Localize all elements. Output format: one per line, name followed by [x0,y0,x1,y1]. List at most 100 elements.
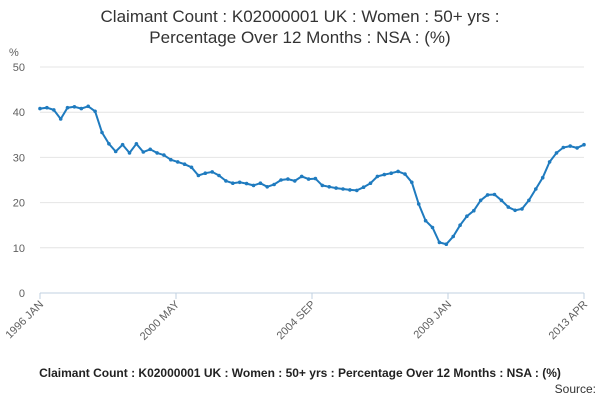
data-point [382,172,387,177]
data-point [368,181,373,185]
data-point [416,202,421,206]
x-axis-ticks: 1996 JAN 2000 MAY 2004 SEP 2009 JAN 2013 APR [3,293,590,343]
data-point [506,205,511,209]
data-point [306,177,311,181]
data-point [582,142,586,147]
series-points [38,104,586,246]
data-point [313,176,318,181]
data-point [79,106,84,111]
data-point [38,106,42,111]
data-point [65,105,70,110]
y-axis-label: % [9,47,19,59]
data-point [375,174,380,179]
data-point [217,173,221,178]
data-point [72,105,77,109]
data-point [244,181,249,186]
data-point [355,188,359,193]
data-point [499,198,504,203]
data-point [575,146,579,150]
data-point [458,223,462,227]
data-point [182,162,187,166]
data-point [107,142,111,146]
x-tick-label: 2004 SEP [275,299,319,343]
data-point [389,171,394,175]
data-point [361,185,366,189]
data-point [554,151,559,155]
data-point [52,108,56,112]
series-line [39,105,585,246]
x-tick-label: 2013 APR [547,299,591,343]
chart-title: Claimant Count : K02000001 UK : Women : … [0,6,600,48]
gridlines [40,66,584,249]
y-tick-label: 0 [19,288,25,300]
data-point [100,130,104,135]
data-point [265,185,270,189]
y-tick-label: 20 [13,198,25,210]
data-point [203,171,208,175]
y-tick-label: 40 [13,107,25,119]
x-tick-label: 2000 MAY [138,298,183,343]
data-point [286,177,290,181]
y-axis-ticks: 0 10 20 30 40 50 [13,62,25,300]
data-point [403,172,407,176]
data-point [196,173,201,178]
data-point [148,147,152,152]
data-point [127,151,132,155]
data-point [478,198,483,203]
data-point [396,169,400,174]
y-tick-label: 30 [13,152,25,164]
data-point [113,149,118,154]
data-point [155,151,159,155]
x-tick-label: 1996 JAN [3,299,46,342]
data-point [320,183,325,188]
data-point [45,105,49,110]
data-point [410,180,414,185]
data-point [169,157,173,162]
data-point [258,181,263,185]
data-point [520,207,524,211]
x-tick-label: 2009 JAN [411,299,454,342]
data-point [547,160,552,164]
data-point [348,188,352,192]
data-point [299,174,304,179]
chart-title-line1: Claimant Count : K02000001 UK : Women : … [100,7,500,26]
chart-description: Claimant Count : K02000001 UK : Women : … [39,366,561,380]
data-point [472,208,476,213]
data-point [341,187,345,191]
data-point [561,145,566,150]
data-point [210,170,214,174]
data-point [189,165,194,170]
data-point [231,181,235,185]
data-point [134,142,139,146]
source-label: Source: [554,382,596,396]
data-point [540,175,545,180]
y-tick-label: 50 [13,62,25,74]
data-point [451,234,456,239]
data-point [162,153,166,157]
data-point [251,183,256,188]
data-point [58,117,63,121]
data-point [327,185,332,189]
data-point [513,208,517,213]
data-point [279,178,283,182]
data-point [423,218,428,223]
data-point [293,179,297,183]
data-point [224,179,228,183]
data-point [437,240,442,245]
data-point [86,104,90,109]
data-point [93,109,97,114]
data-point [272,182,276,187]
data-point [334,186,338,190]
y-tick-label: 10 [13,243,25,255]
data-point [534,187,538,191]
data-point [465,214,469,218]
data-point [175,160,180,164]
data-point [492,192,497,197]
data-point [120,142,125,147]
data-point [485,193,490,197]
data-point [527,198,531,203]
data-point [141,150,146,154]
data-point [444,242,449,246]
chart-title-line2: Percentage Over 12 Months : NSA : (%) [149,28,451,47]
